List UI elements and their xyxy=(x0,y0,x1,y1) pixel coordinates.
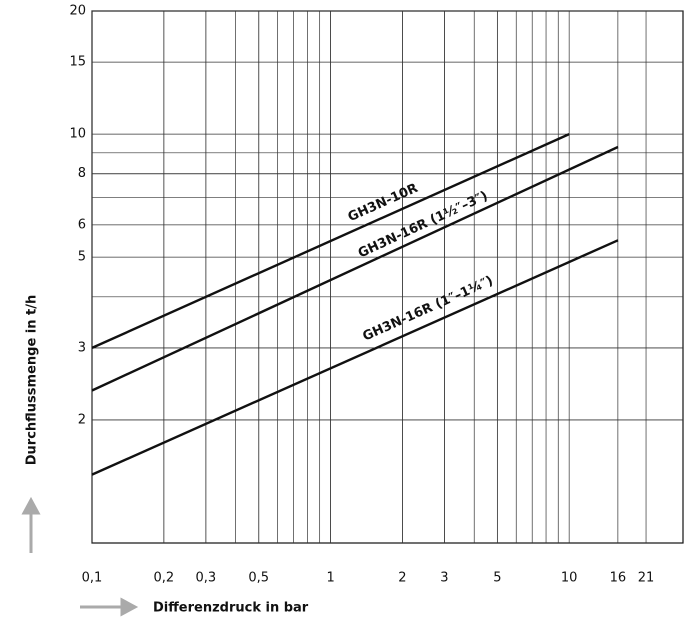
y-axis-label: Durchflussmenge in t/h xyxy=(25,295,40,466)
x-tick-label: 10 xyxy=(561,571,578,586)
y-tick-label: 8 xyxy=(78,166,86,181)
x-tick-label: 0,1 xyxy=(82,571,103,586)
x-tick-label: 21 xyxy=(638,571,655,586)
x-tick-label: 0,5 xyxy=(248,571,269,586)
x-tick-label: 3 xyxy=(440,571,448,586)
y-tick-label: 10 xyxy=(69,127,86,142)
series-label: GH3N-16R (1″–1¼″) xyxy=(361,273,496,344)
data-line xyxy=(91,145,619,392)
x-tick-label: 2 xyxy=(398,571,406,586)
y-tick-label: 5 xyxy=(78,250,86,265)
y-tick-label: 15 xyxy=(69,55,86,70)
x-tick-label: 1 xyxy=(326,571,334,586)
data-line xyxy=(91,133,570,349)
y-tick-label: 6 xyxy=(78,217,86,232)
x-tick-label: 0,2 xyxy=(153,571,174,586)
y-arrow xyxy=(21,496,41,553)
x-tick-label: 0,3 xyxy=(195,571,216,586)
grid xyxy=(91,10,683,543)
y-tick-label: 20 xyxy=(69,4,86,19)
x-arrow xyxy=(80,597,139,617)
x-tick-label: 5 xyxy=(493,571,501,586)
plot-frame xyxy=(91,10,684,544)
x-tick-label: 16 xyxy=(610,571,627,586)
data-line xyxy=(91,239,619,476)
y-tick-label: 2 xyxy=(78,412,86,427)
x-axis-label: Differenzdruck in bar xyxy=(153,601,309,616)
y-tick-label: 3 xyxy=(78,340,86,355)
